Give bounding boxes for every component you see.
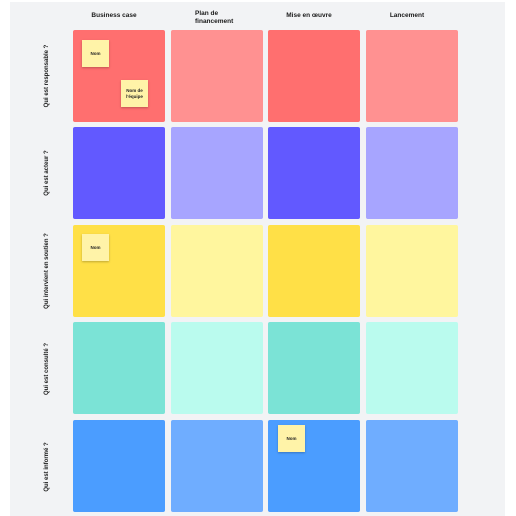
grid-cell[interactable]: [171, 30, 263, 122]
grid-cell[interactable]: [366, 225, 458, 317]
row-label-consulte: Qui est consulté ?: [44, 343, 51, 396]
grid-cell[interactable]: [171, 322, 263, 414]
raci-board: Business case Plan de financement Mise e…: [10, 2, 505, 516]
grid-cell[interactable]: [366, 420, 458, 512]
column-header-plan-de-financement: Plan de financement: [195, 10, 234, 25]
grid-cell[interactable]: [268, 322, 360, 414]
grid-cell[interactable]: [268, 30, 360, 122]
row-label-responsable: Qui est responsable ?: [44, 44, 51, 108]
grid-cell[interactable]: [73, 127, 165, 219]
grid-cell[interactable]: [366, 322, 458, 414]
grid-cell[interactable]: [268, 225, 360, 317]
sticky-note[interactable]: Nom: [82, 234, 109, 261]
grid-cell[interactable]: [73, 420, 165, 512]
column-header-mise-en-oeuvre: Mise en œuvre: [286, 12, 332, 19]
grid-cell[interactable]: [366, 30, 458, 122]
row-label-informe: Qui est informé ?: [44, 442, 51, 492]
grid-cell[interactable]: [268, 127, 360, 219]
sticky-note[interactable]: Nom: [278, 425, 305, 452]
row-label-soutien: Qui intervient en soutien ?: [44, 233, 51, 309]
grid-cell[interactable]: [366, 127, 458, 219]
column-header-business-case: Business case: [91, 12, 137, 19]
grid-cell[interactable]: [171, 225, 263, 317]
sticky-note[interactable]: Nom de l'équipe: [121, 80, 148, 107]
grid-cell[interactable]: [171, 420, 263, 512]
row-label-acteur: Qui est acteur ?: [44, 150, 51, 196]
sticky-note[interactable]: Nom: [82, 40, 109, 67]
column-header-lancement: Lancement: [389, 12, 425, 19]
grid-cell[interactable]: [73, 322, 165, 414]
grid-cell[interactable]: [171, 127, 263, 219]
